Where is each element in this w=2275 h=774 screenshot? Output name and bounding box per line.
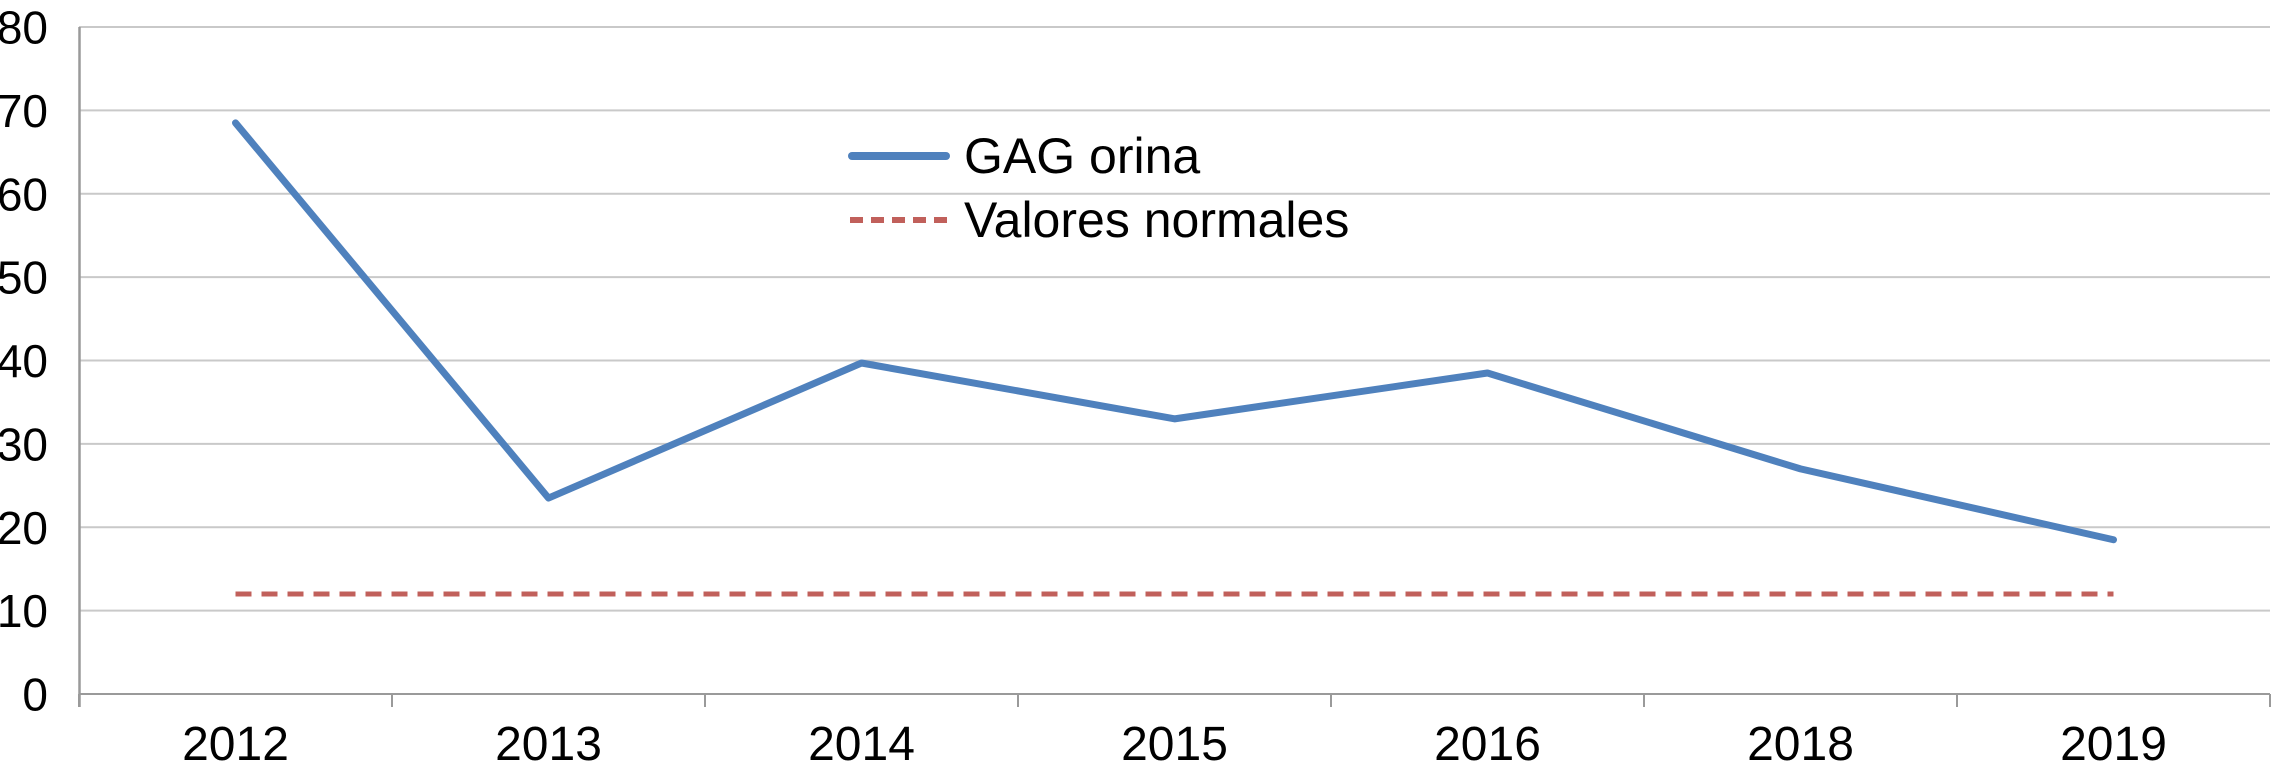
x-tick-label: 2018: [1747, 718, 1854, 771]
x-tick-label: 2012: [182, 718, 289, 771]
y-tick-label: 40: [0, 335, 48, 387]
legend-swatch-solid-line: [848, 152, 950, 160]
y-tick-label: 70: [0, 85, 48, 137]
x-tick-label: 2013: [495, 718, 602, 771]
legend-label: GAG orina: [964, 128, 1201, 184]
x-tick-label: 2019: [2060, 718, 2167, 771]
x-tick-label: 2015: [1121, 718, 1228, 771]
x-tick-label: 2014: [808, 718, 915, 771]
x-tick-label: 2016: [1434, 718, 1541, 771]
legend-item-gag-orina: GAG orina: [848, 124, 1349, 188]
legend-label: Valores normales: [964, 192, 1350, 248]
y-tick-label: 30: [0, 418, 48, 470]
y-tick-label: 10: [0, 585, 48, 637]
y-tick-label: 0: [22, 669, 48, 721]
legend-swatch-dashed-line: [850, 217, 948, 223]
y-tick-label: 80: [0, 2, 48, 54]
series-line-gag-orina: [232, 119, 2117, 544]
y-tick-label: 50: [0, 252, 48, 304]
chart-legend: GAG orina Valores normales: [848, 124, 1349, 252]
legend-item-valores-normales: Valores normales: [848, 188, 1349, 252]
y-tick-label: 20: [0, 502, 48, 554]
y-tick-label: 60: [0, 168, 48, 220]
